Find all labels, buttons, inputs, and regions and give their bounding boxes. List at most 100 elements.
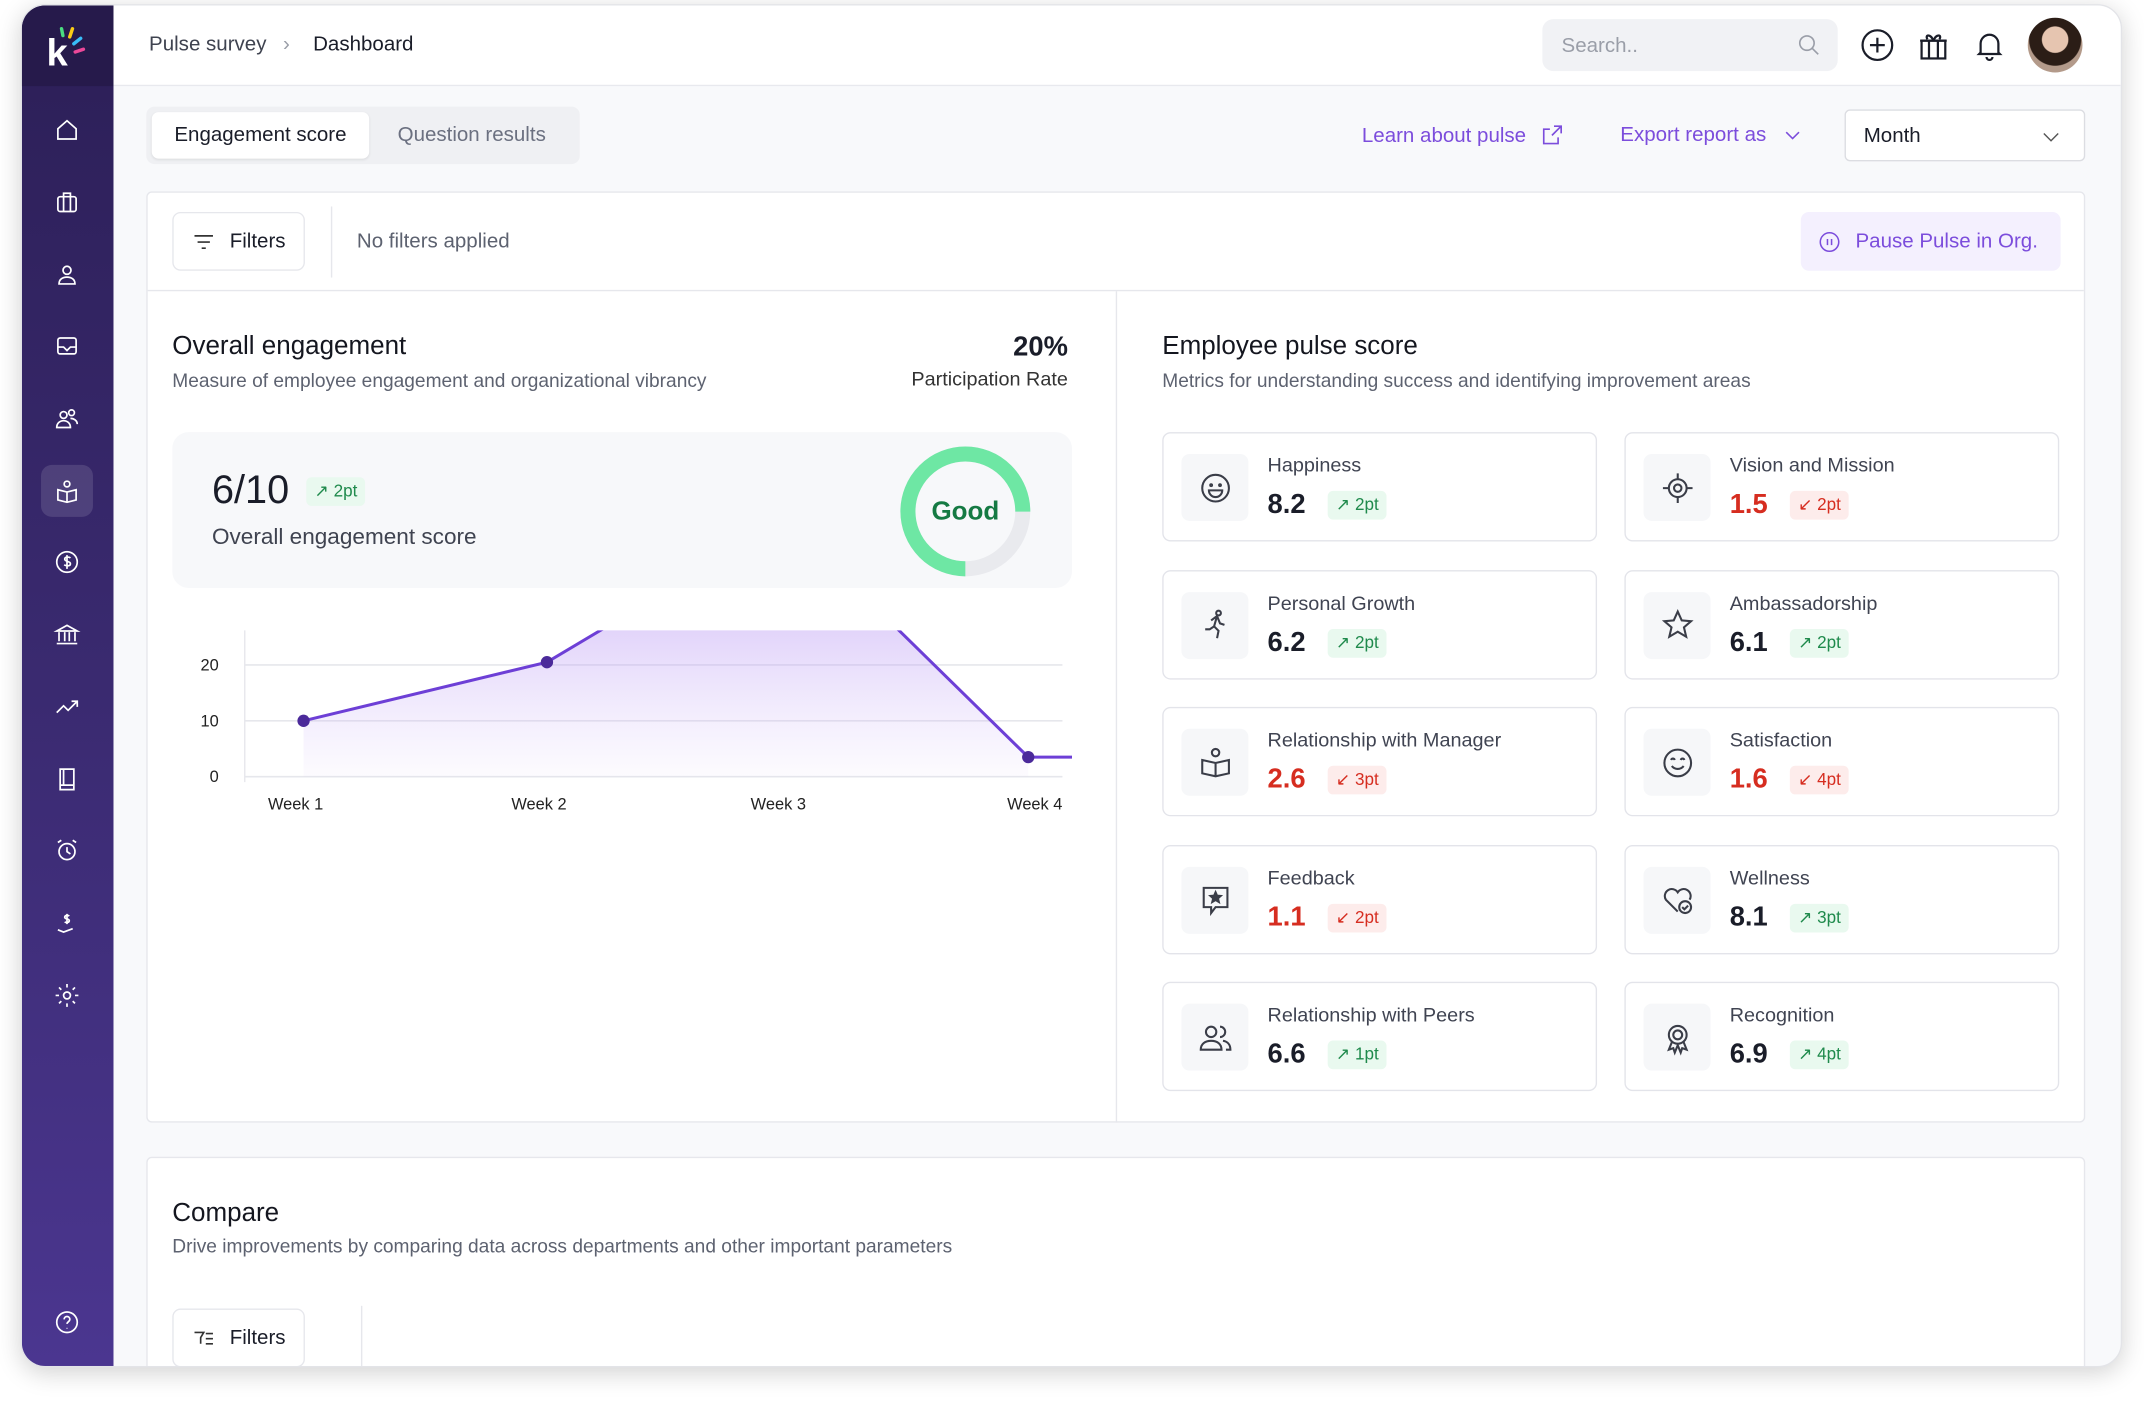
divider [147,289,2084,292]
gauge-label: Good [931,496,999,526]
metric-value: 1.6 [1729,764,1768,795]
data-point [1022,750,1035,764]
metric-change: 4pt [1817,1044,1841,1064]
metric-change-badge: ↙ 3pt [1327,765,1387,795]
payment-icon[interactable] [41,897,93,949]
team-icon[interactable] [41,392,93,444]
metric-card[interactable]: Feedback 1.1 ↙ 2pt [1162,844,1598,954]
metric-change: 4pt [1817,769,1841,789]
export-report-dropdown[interactable]: Export report as [1620,123,1801,146]
metric-change-badge: ↗ 2pt [1789,628,1850,658]
compare-filters-button[interactable]: Filters [172,1308,305,1366]
metric-change-badge: ↗ 2pt [1327,490,1387,520]
breadcrumb-current: Dashboard [313,32,414,57]
metric-value: 1.5 [1729,489,1768,520]
heart-check-icon [1643,866,1711,934]
overall-score: 6/10 [211,469,290,513]
metric-value: 8.1 [1729,901,1768,932]
area-fill [303,630,1029,777]
home-icon[interactable] [41,104,93,156]
series-line [303,630,1073,759]
pulse-survey-icon[interactable] [41,464,93,517]
arrow-up-right-icon: ↗ [1335,632,1355,652]
learn-about-pulse-link[interactable]: Learn about pulse [1362,123,1565,148]
filter-icon [194,234,213,249]
settings-icon[interactable] [41,969,93,1021]
arrow-down-left-icon: ↙ [1335,769,1355,789]
metric-change: 2pt [1354,907,1379,927]
period-value: Month [1863,124,1921,148]
avatar[interactable] [2027,17,2083,73]
dollar-icon[interactable] [41,536,93,588]
book-person-icon [1181,728,1249,796]
pulse-subtitle: Metrics for understanding success and id… [1162,369,1751,392]
metric-label: Recognition [1729,1005,1835,1027]
pause-label: Pause Pulse in Org. [1855,229,2038,253]
bank-icon[interactable] [41,608,93,660]
period-select[interactable]: Month [1844,109,2086,162]
filter-icon [194,1330,213,1344]
metric-label: Wellness [1729,867,1810,890]
metric-label: Happiness [1267,455,1362,478]
metric-label: Feedback [1267,867,1355,890]
metric-card[interactable]: Happiness 8.2 ↗ 2pt [1162,432,1598,542]
metric-card[interactable]: Relationship with Peers 6.6 ↗ 1pt [1162,981,1598,1092]
metric-change-badge: ↗ 2pt [1327,628,1387,658]
metric-change-badge: ↙ 4pt [1789,765,1850,795]
learn-label: Learn about pulse [1361,123,1527,147]
search-input[interactable]: Search.. [1542,19,1838,72]
tab-question-results[interactable]: Question results [397,123,546,147]
x-tick-label: Week 3 [751,795,806,813]
metric-change-badge: ↗ 4pt [1789,1040,1850,1070]
breadcrumb-parent[interactable]: Pulse survey [149,32,267,57]
help-icon[interactable] [41,1296,93,1348]
filters-button[interactable]: Filters [172,211,305,271]
gift-icon[interactable] [1916,27,1952,63]
arrow-up-right-icon: ↗ [1798,632,1818,652]
add-icon[interactable] [1860,27,1896,63]
compare-title: Compare [172,1199,280,1228]
metric-card[interactable]: Relationship with Manager 2.6 ↙ 3pt [1162,706,1598,817]
logo[interactable]: k [21,5,114,87]
tab-engagement-score[interactable]: Engagement score [151,112,370,159]
inbox-icon[interactable] [41,320,93,372]
star-icon [1643,591,1711,659]
x-tick-label: Week 1 [268,795,323,813]
chevron-down-icon [2043,133,2059,142]
book-icon[interactable] [41,753,93,805]
users-icon [1181,1003,1249,1071]
happy-icon [1643,728,1711,796]
sidebar: k [21,5,114,1366]
data-point [540,656,554,669]
alarm-icon[interactable] [41,825,93,877]
metric-change: 3pt [1817,907,1841,927]
y-tick-label: 20 [201,656,219,674]
target-icon [1643,453,1711,521]
engagement-card: Filters No filters applied Pause Pulse i… [146,191,2086,1123]
trend-icon[interactable] [41,681,93,733]
arrow-down-left-icon: ↙ [1798,494,1818,515]
metric-card[interactable]: Recognition 6.9 ↗ 4pt [1624,981,2060,1092]
metric-value: 6.1 [1729,626,1768,658]
metric-change: 1pt [1354,1044,1379,1064]
user-icon[interactable] [41,249,93,301]
metric-card[interactable]: Ambassadorship 6.1 ↗ 2pt [1624,569,2060,679]
briefcase-icon[interactable] [41,176,93,228]
bell-icon[interactable] [1972,27,2008,63]
metric-card[interactable]: Wellness 8.1 ↗ 3pt [1624,844,2060,954]
filter-status: No filters applied [356,229,510,253]
data-point [297,714,310,727]
metric-card[interactable]: Satisfaction 1.6 ↙ 4pt [1624,706,2060,817]
participation-rate-value: 20% [1013,332,1068,363]
metric-card[interactable]: Personal Growth 6.2 ↗ 2pt [1162,569,1598,679]
pause-icon [1819,231,1840,252]
metric-value: 8.2 [1267,489,1306,520]
metric-card[interactable]: Vision and Mission 1.5 ↙ 2pt [1624,432,2060,542]
metric-value: 6.2 [1267,626,1306,658]
pause-pulse-button[interactable]: Pause Pulse in Org. [1800,211,2061,271]
svg-text:k: k [46,32,68,75]
arrow-up-right-icon: ↗ [314,481,334,501]
app-window: k Pulse survey › Dashboard Search.. [20,4,2123,1368]
arrow-up-right-icon: ↗ [1335,494,1355,515]
award-icon [1643,1003,1711,1071]
